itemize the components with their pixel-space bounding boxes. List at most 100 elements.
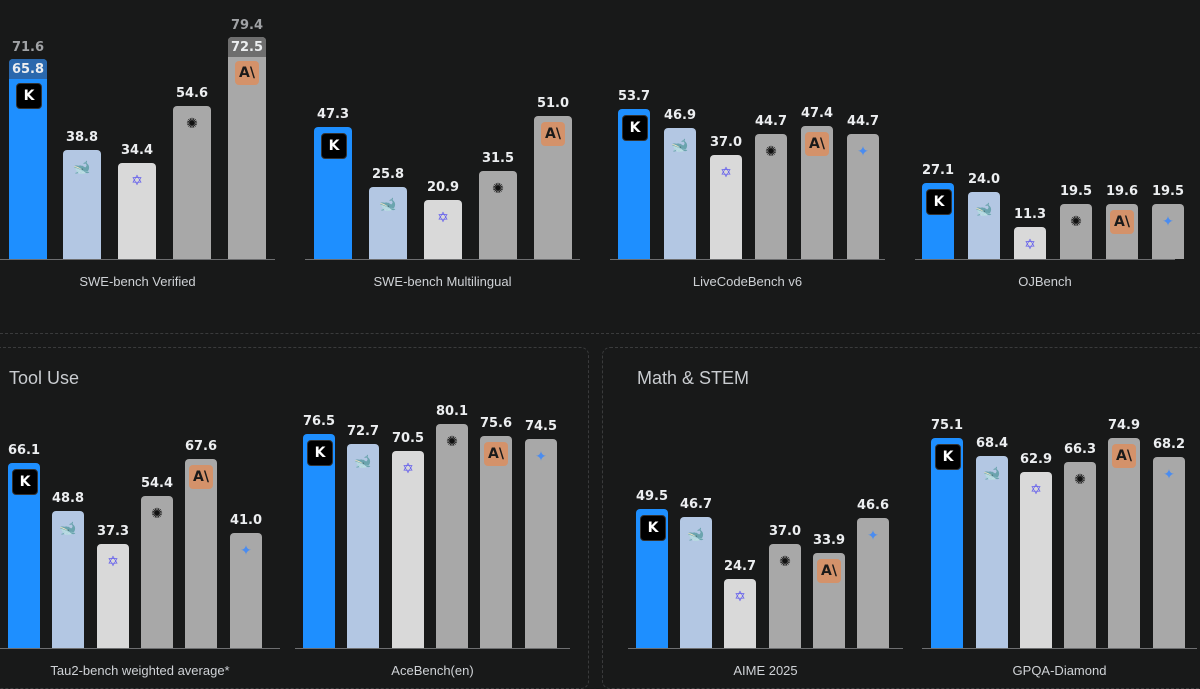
value-label: 34.4 bbox=[120, 142, 154, 158]
bar-anthropic[interactable] bbox=[185, 458, 217, 648]
qwen-logo-icon: ✡ bbox=[1030, 481, 1042, 498]
bar-deepseek[interactable] bbox=[680, 517, 712, 648]
bar-deepseek[interactable] bbox=[52, 511, 84, 648]
bar-deepseek[interactable] bbox=[968, 191, 1000, 259]
bar-gemini[interactable] bbox=[525, 439, 557, 648]
gemini-star-icon: ✦ bbox=[240, 543, 252, 560]
axis-line bbox=[610, 259, 885, 260]
bar-qwen[interactable] bbox=[424, 200, 462, 259]
value-label: 41.0 bbox=[229, 513, 263, 529]
axis-line bbox=[922, 648, 1197, 649]
value-label: 49.5 bbox=[635, 489, 669, 505]
bar-deepseek[interactable] bbox=[369, 186, 407, 259]
bar-anthropic[interactable] bbox=[480, 436, 512, 648]
bar-openai[interactable] bbox=[141, 495, 173, 648]
value-label: 54.6 bbox=[175, 86, 209, 102]
deepseek-whale-icon: 🐋 bbox=[73, 160, 91, 177]
value-label: 33.9 bbox=[812, 533, 846, 549]
qwen-logo-icon: ✡ bbox=[720, 165, 732, 182]
qwen-logo-icon: ✡ bbox=[734, 588, 746, 605]
value-label: 53.7 bbox=[617, 88, 651, 104]
bar-gemini[interactable] bbox=[230, 533, 262, 648]
bar-extension-anthropic bbox=[228, 36, 266, 57]
anthropic-logo-icon: A\ bbox=[1110, 210, 1134, 235]
value-label: 44.7 bbox=[754, 113, 788, 129]
bar-openai[interactable] bbox=[479, 170, 517, 259]
value-label: 80.1 bbox=[435, 403, 469, 419]
value-label: 46.9 bbox=[663, 107, 697, 123]
value-label: 47.3 bbox=[316, 106, 350, 122]
anthropic-logo-icon: A\ bbox=[541, 122, 565, 147]
chart-label: LiveCodeBench v6 bbox=[692, 274, 803, 289]
value-label: 68.4 bbox=[975, 436, 1009, 452]
bar-openai[interactable] bbox=[769, 544, 801, 648]
bar-gemini[interactable] bbox=[847, 133, 879, 259]
anthropic-logo-icon: A\ bbox=[1112, 444, 1136, 469]
bar-kimi[interactable] bbox=[931, 437, 963, 648]
bar-anthropic[interactable] bbox=[1108, 438, 1140, 648]
value-label: 27.1 bbox=[921, 163, 955, 179]
kimi-logo-icon: K bbox=[622, 114, 648, 141]
bar-gemini[interactable] bbox=[857, 517, 889, 648]
anthropic-logo-icon: A\ bbox=[805, 132, 829, 157]
bar-qwen[interactable] bbox=[1014, 227, 1046, 259]
anthropic-logo-icon: A\ bbox=[484, 442, 508, 467]
value-label: 54.4 bbox=[140, 475, 174, 491]
bar-qwen[interactable] bbox=[118, 162, 156, 259]
gemini-star-icon: ✦ bbox=[857, 143, 869, 160]
bar-qwen[interactable] bbox=[724, 578, 756, 648]
deepseek-whale-icon: 🐋 bbox=[983, 466, 1001, 483]
bar-qwen[interactable] bbox=[710, 155, 742, 259]
bar-deepseek[interactable] bbox=[63, 150, 101, 259]
bar-deepseek[interactable] bbox=[347, 444, 379, 648]
deepseek-whale-icon: 🐋 bbox=[354, 454, 372, 471]
axis-line bbox=[915, 259, 1175, 260]
section-title-tool-use: Tool Use bbox=[9, 368, 80, 388]
bar-openai[interactable] bbox=[755, 133, 787, 259]
kimi-logo-icon: K bbox=[935, 443, 961, 470]
bar-openai[interactable] bbox=[1064, 462, 1096, 648]
value-label: 48.8 bbox=[51, 491, 85, 507]
bar-openai[interactable] bbox=[436, 423, 468, 648]
gemini-star-icon: ✦ bbox=[1162, 214, 1174, 231]
value-label: 37.0 bbox=[768, 524, 802, 540]
bar-openai[interactable] bbox=[173, 106, 211, 259]
value-label: 65.8 bbox=[11, 61, 45, 77]
anthropic-logo-icon: A\ bbox=[817, 559, 841, 584]
chart-label: AIME 2025 bbox=[733, 663, 798, 678]
chart-label: Tau2-bench weighted average* bbox=[50, 663, 230, 678]
value-label: 19.5 bbox=[1059, 184, 1093, 200]
kimi-logo-icon: K bbox=[16, 82, 42, 109]
value-label: 19.5 bbox=[1151, 184, 1185, 200]
bar-qwen[interactable] bbox=[1020, 471, 1052, 648]
value-label: 76.5 bbox=[302, 413, 336, 429]
section-title-math-stem: Math & STEM bbox=[637, 368, 750, 388]
value-label: 72.7 bbox=[346, 424, 380, 440]
value-label: 24.0 bbox=[967, 171, 1001, 187]
openai-logo-icon: ✺ bbox=[186, 116, 198, 133]
bar-gemini[interactable] bbox=[1152, 204, 1184, 259]
extended-value-label: 79.4 bbox=[230, 17, 264, 33]
kimi-logo-icon: K bbox=[307, 439, 333, 466]
section-divider bbox=[0, 333, 1200, 334]
bar-gemini[interactable] bbox=[1153, 457, 1185, 648]
value-label: 37.3 bbox=[96, 523, 130, 539]
value-label: 75.1 bbox=[930, 417, 964, 433]
bar-qwen[interactable] bbox=[392, 450, 424, 648]
bar-deepseek[interactable] bbox=[664, 127, 696, 259]
axis-line bbox=[295, 648, 570, 649]
deepseek-whale-icon: 🐋 bbox=[975, 201, 993, 218]
anthropic-logo-icon: A\ bbox=[189, 464, 213, 489]
value-label: 72.5 bbox=[230, 39, 264, 55]
value-label: 46.6 bbox=[856, 497, 890, 513]
gemini-star-icon: ✦ bbox=[1163, 467, 1175, 484]
bar-deepseek[interactable] bbox=[976, 456, 1008, 648]
bar-qwen[interactable] bbox=[97, 543, 129, 648]
bar-openai[interactable] bbox=[1060, 204, 1092, 259]
bar-kimi[interactable] bbox=[303, 433, 335, 648]
anthropic-logo-icon: A\ bbox=[235, 60, 259, 85]
qwen-logo-icon: ✡ bbox=[437, 210, 449, 227]
value-label: 11.3 bbox=[1013, 207, 1047, 223]
deepseek-whale-icon: 🐋 bbox=[59, 521, 77, 538]
chart-label: OJBench bbox=[1018, 274, 1072, 289]
